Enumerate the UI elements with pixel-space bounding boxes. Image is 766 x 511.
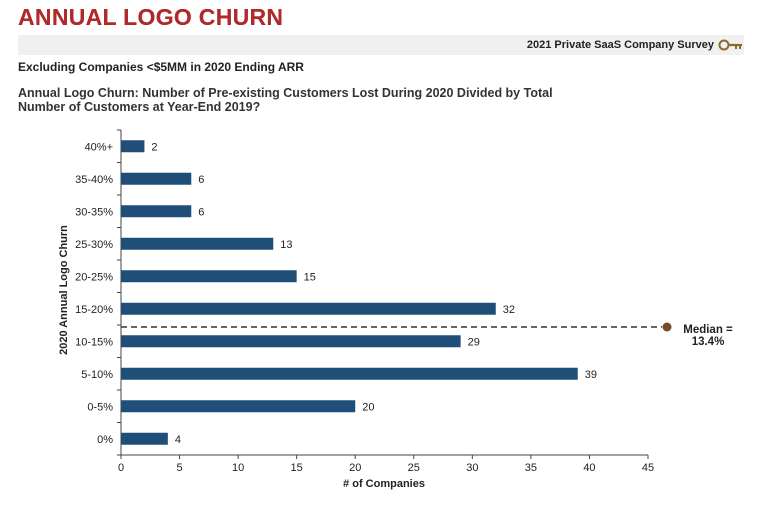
x-tick-label: 15 [291, 462, 303, 474]
x-tick-label: 40 [583, 462, 595, 474]
y-tick-label: 25-30% [75, 239, 113, 251]
bar [121, 205, 192, 218]
y-tick-label: 30-35% [75, 206, 113, 218]
x-tick-label: 30 [466, 462, 478, 474]
bar [121, 237, 274, 250]
chart-subtitle: Excluding Companies <$5MM in 2020 Ending… [18, 60, 304, 74]
median-label-line2: 13.4% [691, 336, 725, 348]
y-tick-label: 35-40% [75, 174, 113, 186]
y-tick-label: 5-10% [81, 369, 113, 381]
chart-question: Annual Logo Churn: Number of Pre-existin… [18, 86, 553, 114]
x-tick-label: 10 [232, 462, 244, 474]
x-tick-label: 5 [176, 462, 182, 474]
x-tick-label: 25 [408, 462, 420, 474]
median-label-line1: Median = [683, 324, 733, 336]
median-label: Median = 13.4% [683, 324, 733, 348]
data-label: 6 [198, 206, 204, 218]
page-title: ANNUAL LOGO CHURN [18, 4, 284, 30]
bar [121, 172, 192, 185]
data-label: 6 [198, 174, 204, 186]
data-label: 39 [585, 369, 597, 381]
bar [121, 400, 356, 413]
data-label: 4 [175, 434, 181, 446]
survey-label: 2021 Private SaaS Company Survey [526, 39, 714, 51]
bar [121, 302, 496, 315]
bar [121, 140, 145, 153]
data-label: 15 [304, 271, 316, 283]
median-marker [662, 322, 672, 332]
y-tick-label: 20-25% [75, 271, 113, 283]
data-label: 2 [151, 141, 157, 153]
bar [121, 335, 461, 348]
y-tick-label: 10-15% [75, 336, 113, 348]
data-label: 29 [468, 336, 480, 348]
x-tick-label: 0 [118, 462, 124, 474]
bar [121, 270, 297, 283]
y-tick-label: 0% [97, 434, 113, 446]
x-tick-label: 20 [349, 462, 361, 474]
page-title-ghost: ANNUAL LOGO CHURN [18, 4, 284, 30]
data-label: 32 [503, 304, 515, 316]
x-axis-title: # of Companies [343, 478, 425, 490]
data-label: 13 [280, 239, 292, 251]
y-tick-label: 0-5% [87, 401, 113, 413]
y-tick-label: 40%+ [85, 141, 113, 153]
y-tick-label: 15-20% [75, 304, 113, 316]
survey-banner [18, 35, 744, 55]
data-label: 20 [362, 401, 374, 413]
x-tick-label: 35 [525, 462, 537, 474]
y-axis-title: 2020 Annual Logo Churn [58, 225, 70, 355]
x-tick-label: 45 [642, 462, 654, 474]
bar [121, 432, 168, 445]
key-icon [718, 38, 744, 57]
bar [121, 367, 578, 380]
